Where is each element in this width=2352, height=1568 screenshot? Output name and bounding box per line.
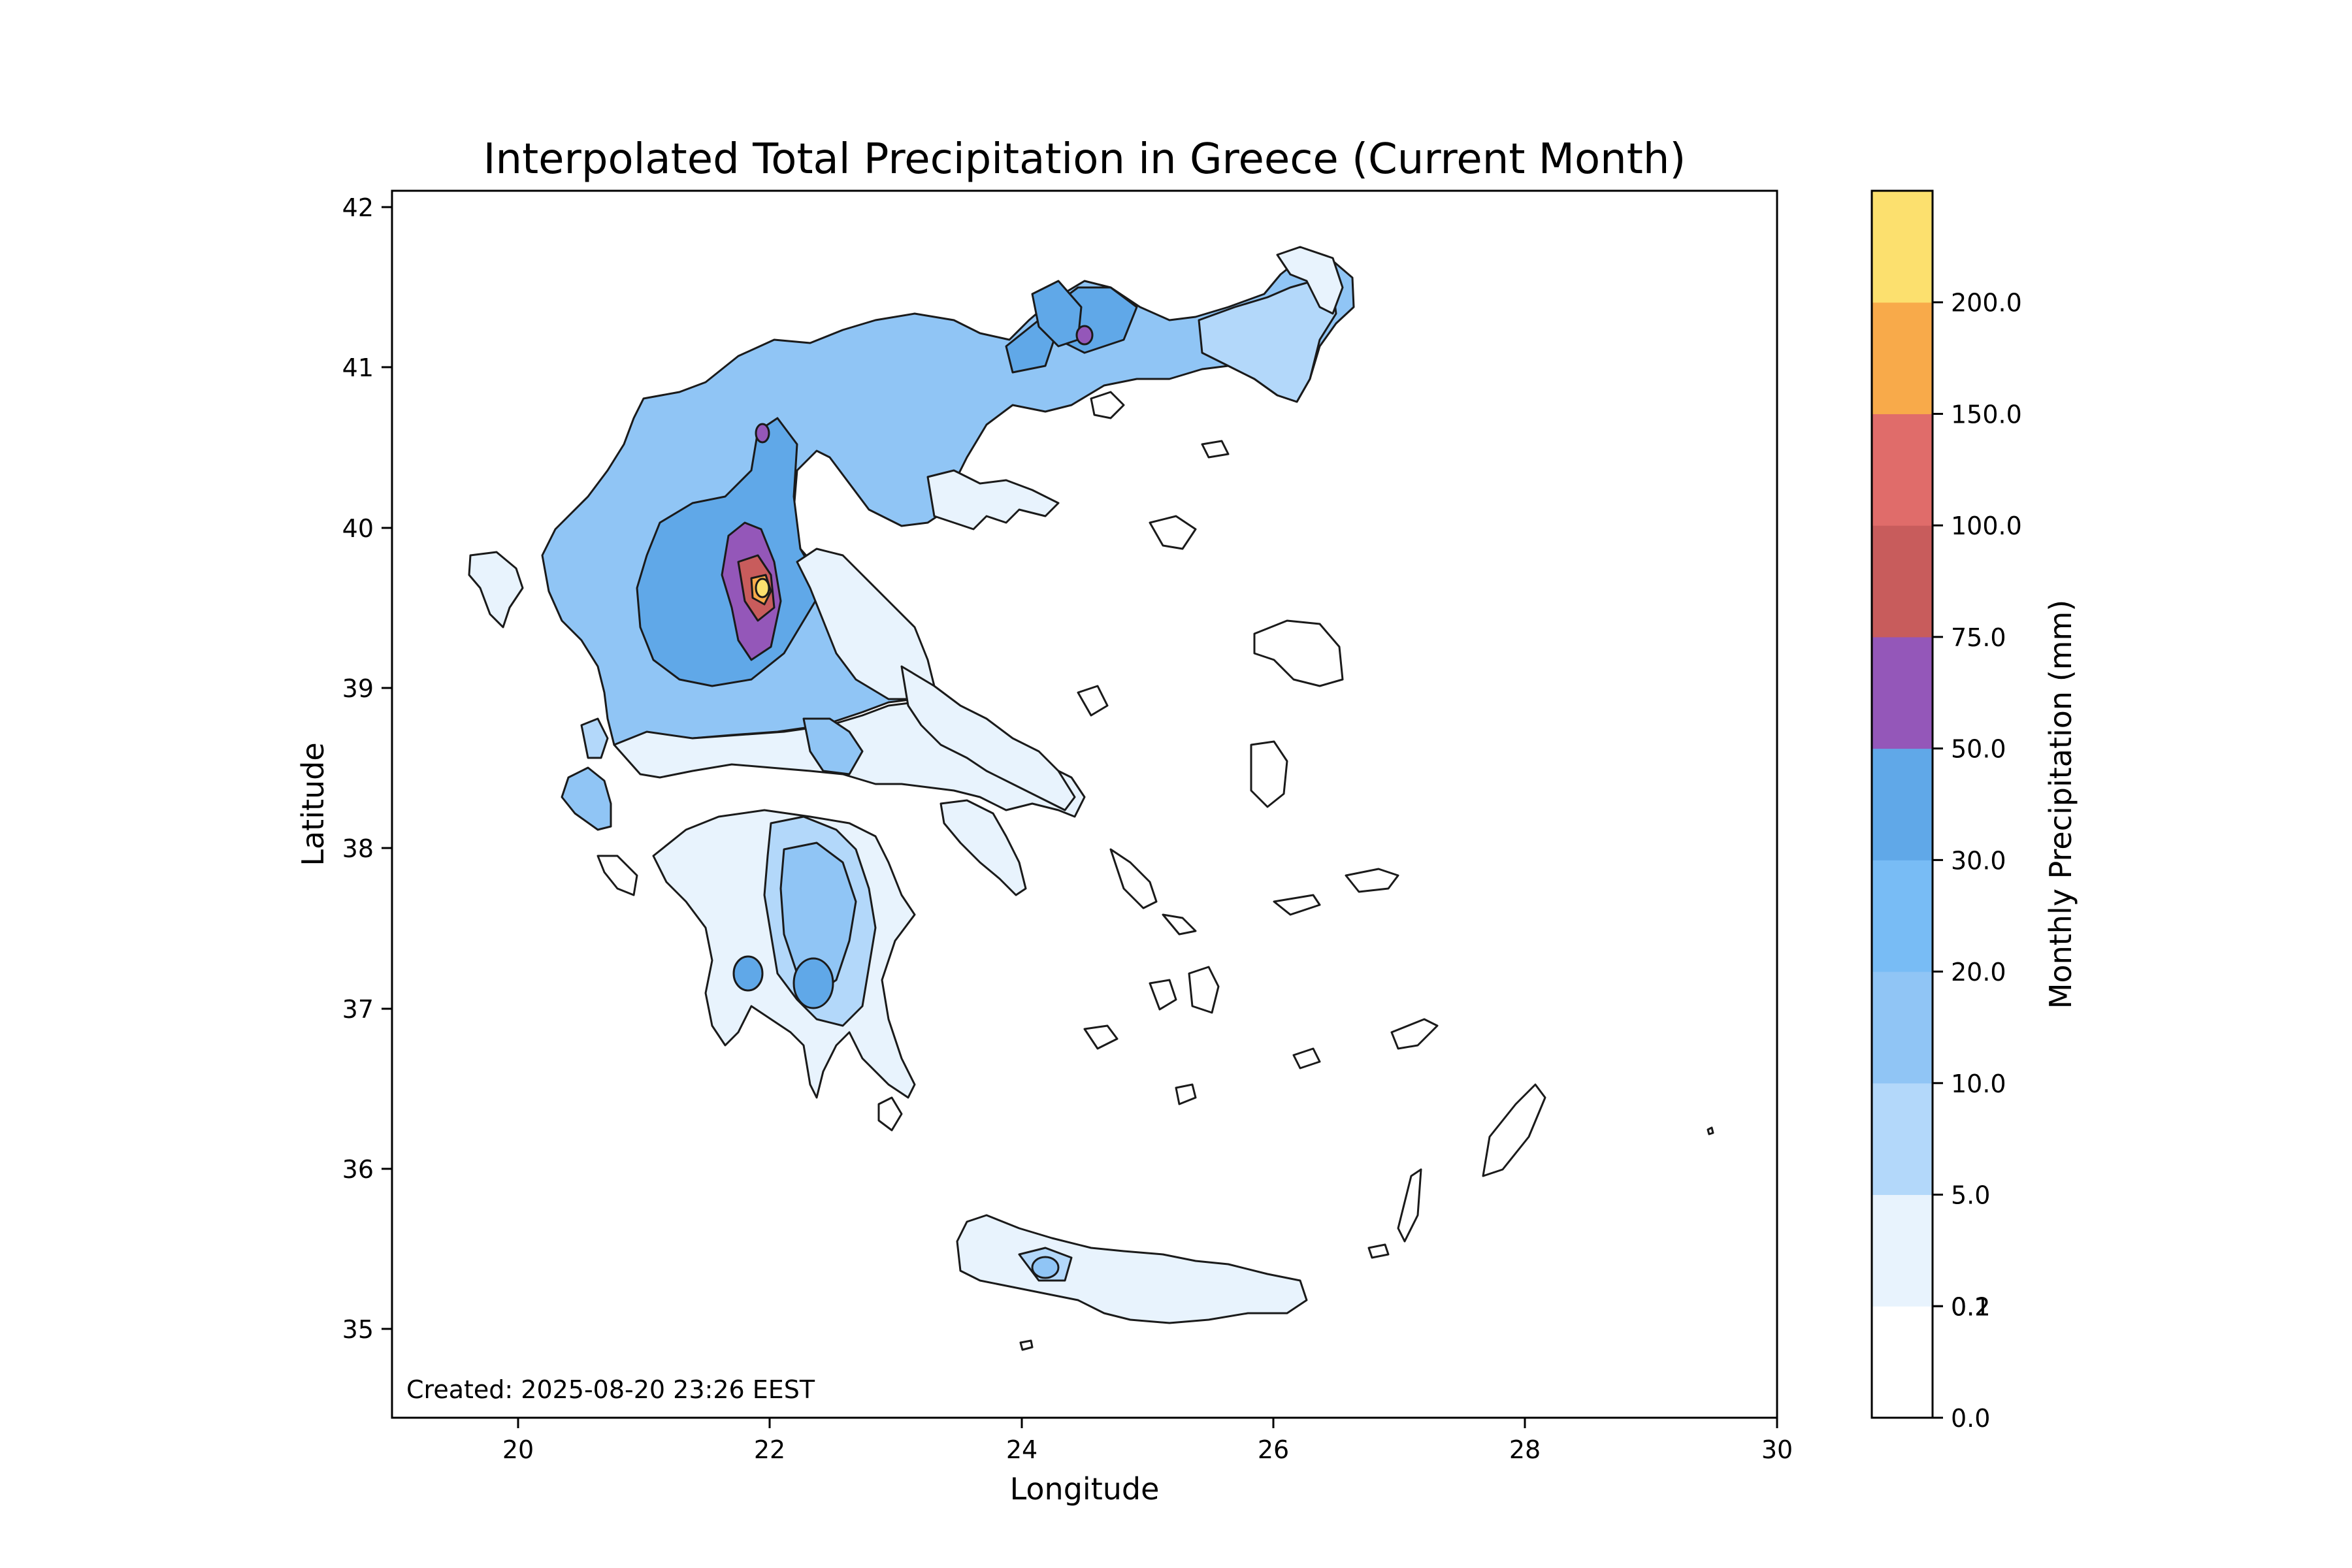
colorbar-band	[1872, 1083, 1933, 1196]
paros	[1149, 979, 1177, 1011]
y-tick-label: 39	[342, 674, 374, 703]
thrace-east	[1198, 280, 1337, 403]
plot-frame	[391, 189, 1778, 1419]
gavdos	[1019, 1339, 1034, 1351]
colorbar-band	[1872, 302, 1933, 414]
evia	[900, 665, 1076, 811]
tinos	[1162, 913, 1197, 936]
thasos	[1090, 391, 1125, 419]
andros	[1109, 848, 1158, 909]
map-plot: Created: 2025-08-20 23:26 EEST	[391, 189, 1778, 1419]
kos	[1390, 1018, 1439, 1050]
colorbar-label: Monthly Precipitation (mm)	[2043, 600, 2078, 1009]
lemnos	[1149, 515, 1197, 550]
y-tick-label: 36	[342, 1155, 374, 1184]
colorbar-tick-label: 30.0	[1951, 846, 2006, 875]
colorbar-tick-label: 0.2	[1951, 1292, 1990, 1321]
colorbar-band	[1872, 748, 1933, 860]
x-axis: 20 22 24 26 28 30 Longitude	[502, 1418, 1793, 1507]
astypalaia	[1292, 1047, 1321, 1070]
peloponnese-west-30	[732, 955, 764, 992]
colorbar-tick-label: 5.0	[1951, 1181, 1990, 1210]
milos	[1083, 1024, 1119, 1050]
kasos	[1367, 1243, 1390, 1259]
colorbar-tick-label: 75.0	[1951, 623, 2006, 652]
peloponnese-band-20	[779, 841, 857, 994]
y-tick-label: 41	[342, 353, 374, 382]
x-tick-label: 30	[1761, 1435, 1793, 1464]
x-tick-label: 22	[754, 1435, 785, 1464]
zakynthos	[596, 855, 638, 896]
y-tick-label: 42	[342, 193, 374, 222]
kefalonia	[561, 766, 612, 831]
lefkada	[580, 717, 609, 759]
colorbar-band	[1872, 191, 1933, 303]
y-tick-label: 35	[342, 1315, 374, 1344]
kythira	[877, 1096, 903, 1132]
ikaria	[1273, 894, 1321, 916]
y-axis-label: Latitude	[295, 742, 331, 866]
samos	[1345, 868, 1399, 893]
x-tick-label: 26	[1258, 1435, 1289, 1464]
y-tick-label: 38	[342, 834, 374, 863]
x-tick-label: 20	[502, 1435, 534, 1464]
colorbar-band	[1872, 414, 1933, 526]
north-peak-50	[755, 423, 770, 444]
y-axis: 35 36 37 38 39 40 41 42 Latitude	[295, 193, 392, 1344]
rhodes	[1482, 1083, 1546, 1177]
colorbar-band	[1872, 525, 1933, 638]
colorbar-tick-label: 0.0	[1951, 1404, 1990, 1433]
crete	[956, 1214, 1308, 1324]
x-tick-label: 28	[1509, 1435, 1541, 1464]
thrace-peak-50	[1075, 325, 1094, 346]
colorbar-tick-label: 0.1	[1951, 1292, 1990, 1321]
evros-strip	[1276, 246, 1344, 315]
y-tick-label: 37	[342, 995, 374, 1024]
chios	[1250, 740, 1288, 808]
colorbar-tick-label: 100.0	[1951, 512, 2022, 540]
colorbar-ticks: 0.0 0.10.2 5.0 10.0 20.0 30.0 50.0 75.0 100.0 150…	[1933, 289, 2022, 1433]
chart-title: Interpolated Total Precipitation in Gree…	[483, 135, 1686, 184]
skyros	[1077, 685, 1109, 717]
x-tick-label: 24	[1006, 1435, 1037, 1464]
central-band-10	[802, 717, 864, 776]
y-tick-label: 40	[342, 514, 374, 543]
landmass-layer	[468, 246, 1714, 1351]
karpathos	[1397, 1168, 1422, 1243]
colorbar-tick-label: 10.0	[1951, 1070, 2006, 1098]
colorbar-band	[1872, 1194, 1933, 1307]
peloponnese-band-30	[792, 957, 834, 1009]
colorbar-band	[1872, 972, 1933, 1084]
colorbar-frame	[1870, 189, 1934, 1419]
santorini	[1175, 1083, 1197, 1105]
naxos	[1188, 966, 1220, 1014]
colorbar: 0.0 0.10.2 5.0 10.0 20.0 30.0 50.0 75.0 100.0 150…	[1870, 189, 2078, 1433]
pindus-peak-200	[755, 578, 770, 598]
kastellorizo	[1707, 1126, 1714, 1135]
samothrace	[1201, 440, 1230, 459]
created-timestamp: Created: 2025-08-20 23:26 EEST	[406, 1375, 815, 1404]
corfu	[468, 551, 524, 629]
lesvos	[1253, 619, 1344, 687]
colorbar-band	[1872, 860, 1933, 972]
chalkidiki	[926, 469, 1060, 531]
colorbar-tick-label: 150.0	[1951, 400, 2022, 429]
colorbar-bands	[1872, 191, 1933, 1418]
attica	[939, 799, 1027, 896]
crete-band-20	[1031, 1256, 1060, 1279]
colorbar-tick-label: 200.0	[1951, 289, 2022, 318]
colorbar-tick-label: 20.0	[1951, 958, 2006, 987]
x-axis-label: Longitude	[1010, 1471, 1160, 1507]
colorbar-tick-label: 50.0	[1951, 735, 2006, 764]
colorbar-band	[1872, 636, 1933, 749]
colorbar-band	[1872, 1306, 1933, 1418]
